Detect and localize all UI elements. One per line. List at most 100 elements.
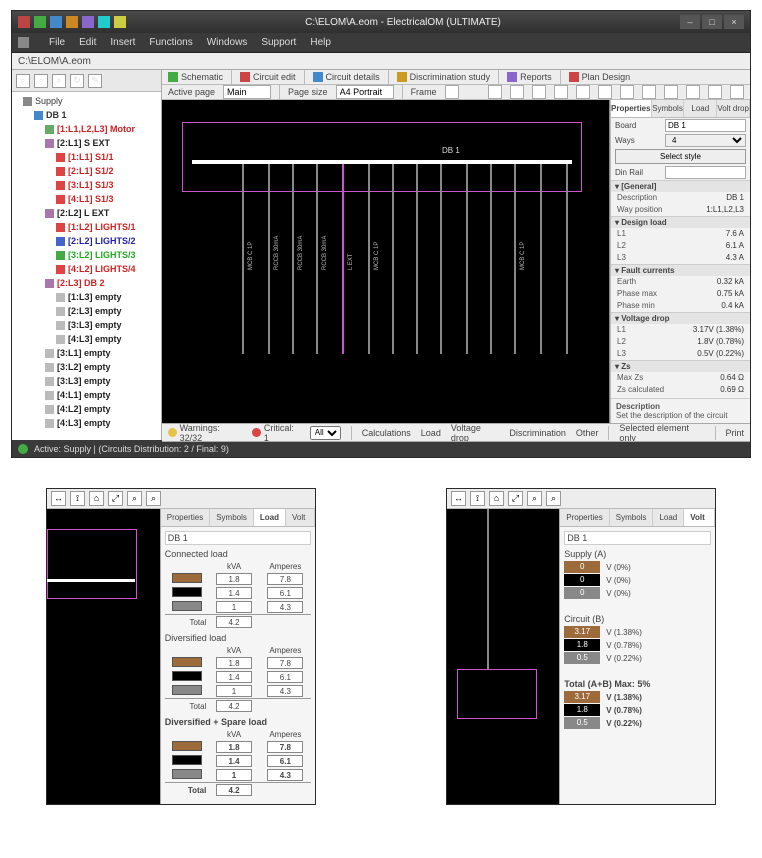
group-header[interactable]: ▾ Zs (611, 360, 750, 372)
page-size-input[interactable] (336, 85, 394, 99)
menu-support[interactable]: Support (261, 37, 296, 48)
tree-item[interactable]: [3:L3] empty (56, 318, 161, 332)
tree-item[interactable]: [1:L1] S1/1 (56, 150, 161, 164)
toolbar-button[interactable] (598, 85, 612, 99)
mini-tool-button[interactable]: ⌂ (489, 491, 504, 506)
circuit-drop[interactable] (268, 164, 270, 354)
active-page-input[interactable] (223, 85, 271, 99)
zoom-in-icon[interactable]: ⌕ (16, 74, 30, 88)
mini-tab[interactable]: Symbols (210, 509, 254, 526)
tree-item[interactable]: [3:L2] empty (45, 360, 161, 374)
tab-properties[interactable]: Properties (611, 100, 652, 117)
zoom-out-icon[interactable]: ⌕ (34, 74, 48, 88)
titlebar[interactable]: C:\ELOM\A.eom - ElectricalOM (ULTIMATE) … (12, 11, 750, 33)
mini-tool-button[interactable]: ⌕ (127, 491, 142, 506)
toolbar-button[interactable] (620, 85, 634, 99)
mini-canvas[interactable] (447, 509, 560, 804)
tree-db[interactable]: DB 1[1:L1,L2,L3] Motor[2:L1] S EXT[1:L1]… (34, 108, 161, 430)
mini-tab[interactable]: Properties (161, 509, 210, 526)
toolbar-button[interactable] (488, 85, 502, 99)
mini-tool-button[interactable]: ↔ (451, 491, 466, 506)
circuit-drop[interactable] (316, 164, 318, 354)
tree-item[interactable]: [4:L2] empty (45, 402, 161, 416)
tab-symbols[interactable]: Symbols (652, 100, 685, 117)
toolbar-button[interactable] (642, 85, 656, 99)
circuit-drop[interactable] (242, 164, 244, 354)
tree-branch[interactable]: [2:L3] DB 2[1:L3] empty[2:L3] empty[3:L3… (45, 276, 161, 346)
circuit-drop[interactable] (392, 164, 394, 354)
mini-tool-button[interactable]: ⤢ (508, 491, 523, 506)
edit-icon[interactable]: ✎ (88, 74, 102, 88)
circuit-drop[interactable] (514, 164, 516, 354)
tree-item[interactable]: [4:L1] S1/3 (56, 192, 161, 206)
toolbar-button[interactable] (730, 85, 744, 99)
toolbar-button[interactable] (510, 85, 524, 99)
menu-help[interactable]: Help (310, 37, 331, 48)
circuit-drop[interactable] (368, 164, 370, 354)
group-header[interactable]: ▾ [General] (611, 180, 750, 192)
tree-item[interactable]: [1:L1,L2,L3] Motor (45, 122, 161, 136)
toolbar-button[interactable] (532, 85, 546, 99)
filter-load[interactable]: Load (421, 428, 441, 438)
circuit-drop[interactable] (292, 164, 294, 354)
mini-tool-button[interactable]: ⌂ (89, 491, 104, 506)
menu-insert[interactable]: Insert (110, 37, 135, 48)
tree-item[interactable]: [2:L1] S1/2 (56, 164, 161, 178)
maximize-button[interactable]: □ (702, 15, 722, 29)
mini-tab[interactable]: Load (653, 509, 684, 526)
menu-edit[interactable]: Edit (79, 37, 96, 48)
menu-functions[interactable]: Functions (149, 37, 192, 48)
tab-volt-drop[interactable]: Volt drop (717, 100, 750, 117)
view-tab[interactable]: Circuit edit (240, 72, 296, 82)
toolbar-button[interactable] (686, 85, 700, 99)
tree-item[interactable]: [4:L1] empty (45, 388, 161, 402)
ways-select[interactable]: 4 (665, 134, 746, 147)
tree-item[interactable]: [4:L3] empty (56, 332, 161, 346)
schematic-canvas[interactable]: DB 1 MCB C 1PRCCB 30mARCCB 30mARCCB 30mA… (162, 100, 610, 423)
zoom-fit-icon[interactable]: ⌕ (52, 74, 66, 88)
mini-tool-button[interactable]: ⤢ (108, 491, 123, 506)
toolbar-button[interactable] (664, 85, 678, 99)
tree-branch[interactable]: [2:L1] S EXT[1:L1] S1/1[2:L1] S1/2[3:L1]… (45, 136, 161, 206)
mini-tab[interactable]: Volt drop (684, 509, 715, 526)
view-tab[interactable]: Circuit details (313, 72, 380, 82)
mini-tab[interactable]: Symbols (610, 509, 654, 526)
tab-load[interactable]: Load (684, 100, 717, 117)
tree-item[interactable]: [3:L2] LIGHTS/3 (56, 248, 161, 262)
selected-only-toggle[interactable]: Selected element only (619, 423, 704, 443)
circuit-drop[interactable] (466, 164, 468, 354)
refresh-icon[interactable]: ↻ (70, 74, 84, 88)
view-tab[interactable]: Schematic (168, 72, 223, 82)
tree-item[interactable]: [2:L3] empty (56, 304, 161, 318)
filter-voltage-drop[interactable]: Voltage drop (451, 423, 500, 443)
toolbar-button[interactable] (576, 85, 590, 99)
circuit-drop[interactable] (342, 164, 344, 354)
menu-file[interactable]: File (49, 37, 65, 48)
circuit-drop[interactable] (416, 164, 418, 354)
mini-tab[interactable]: Properties (560, 509, 609, 526)
tree-item[interactable]: [1:L2] LIGHTS/1 (56, 220, 161, 234)
view-tab[interactable]: Plan Design (569, 72, 631, 82)
tree-item[interactable]: [2:L2] LIGHTS/2 (56, 234, 161, 248)
tree-item[interactable]: [1:L3] empty (56, 290, 161, 304)
mini-tool-button[interactable]: ⟟ (470, 491, 485, 506)
group-header[interactable]: ▾ Design load (611, 216, 750, 228)
circuit-tree[interactable]: SupplyDB 1[1:L1,L2,L3] Motor[2:L1] S EXT… (12, 92, 161, 440)
mini-tool-button[interactable]: ⌕ (527, 491, 542, 506)
close-button[interactable]: × (724, 15, 744, 29)
warnings-filter-select[interactable]: All (310, 426, 341, 440)
tree-item[interactable]: [3:L1] S1/3 (56, 178, 161, 192)
view-tab[interactable]: Discrimination study (397, 72, 491, 82)
view-tab[interactable]: Reports (507, 72, 552, 82)
circuit-drop[interactable] (540, 164, 542, 354)
mini-tab[interactable]: Volt drop (286, 509, 315, 526)
tree-branch[interactable]: [2:L2] L EXT[1:L2] LIGHTS/1[2:L2] LIGHTS… (45, 206, 161, 276)
din-rail-input[interactable] (665, 166, 746, 179)
mini-tool-button[interactable]: ⌕ (546, 491, 561, 506)
mini-tab[interactable]: Load (254, 509, 286, 526)
tree-item[interactable]: [3:L3] empty (45, 374, 161, 388)
circuit-drop[interactable] (566, 164, 568, 354)
print-button[interactable]: Print (726, 428, 745, 438)
circuit-drop[interactable] (490, 164, 492, 354)
tree-item[interactable]: [4:L2] LIGHTS/4 (56, 262, 161, 276)
